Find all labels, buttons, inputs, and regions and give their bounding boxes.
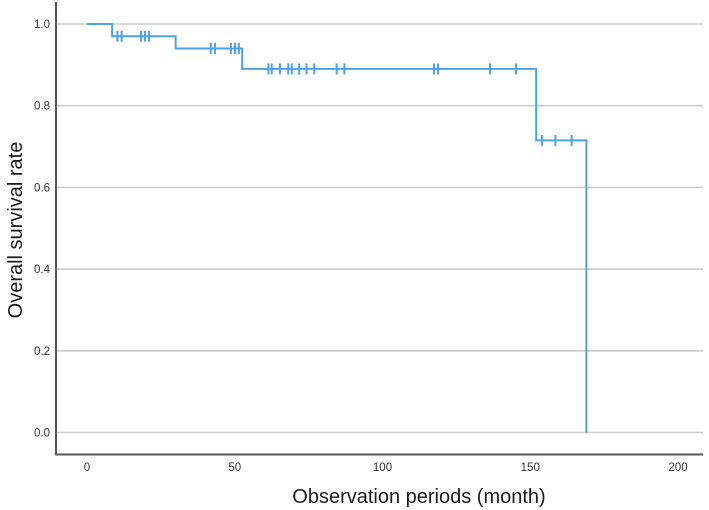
x-tick-label: 200 <box>668 462 687 474</box>
x-axis-tick-labels: 0 50 100 150 200 <box>84 462 688 474</box>
y-axis-tick-labels: 0.0 0.2 0.4 0.6 0.8 1.0 <box>34 19 51 440</box>
y-tick-label: 0.6 <box>34 182 50 194</box>
y-tick-label: 0.2 <box>34 346 50 358</box>
survival-curve <box>87 23 588 433</box>
gridlines <box>56 23 703 434</box>
y-axis-title: Overall survival rate <box>5 142 27 319</box>
y-tick-label: 0.0 <box>34 428 50 440</box>
x-tick-label: 100 <box>373 462 392 474</box>
y-tick-label: 1.0 <box>34 19 50 31</box>
y-tick-label: 0.8 <box>34 101 50 113</box>
x-tick-label: 50 <box>228 462 241 474</box>
x-axis-title: Observation periods (month) <box>292 486 545 508</box>
x-tick-label: 150 <box>521 462 540 474</box>
x-tick-label: 0 <box>84 462 90 474</box>
y-tick-label: 0.4 <box>34 264 51 276</box>
censor-marks <box>116 30 573 146</box>
axes <box>55 2 703 456</box>
